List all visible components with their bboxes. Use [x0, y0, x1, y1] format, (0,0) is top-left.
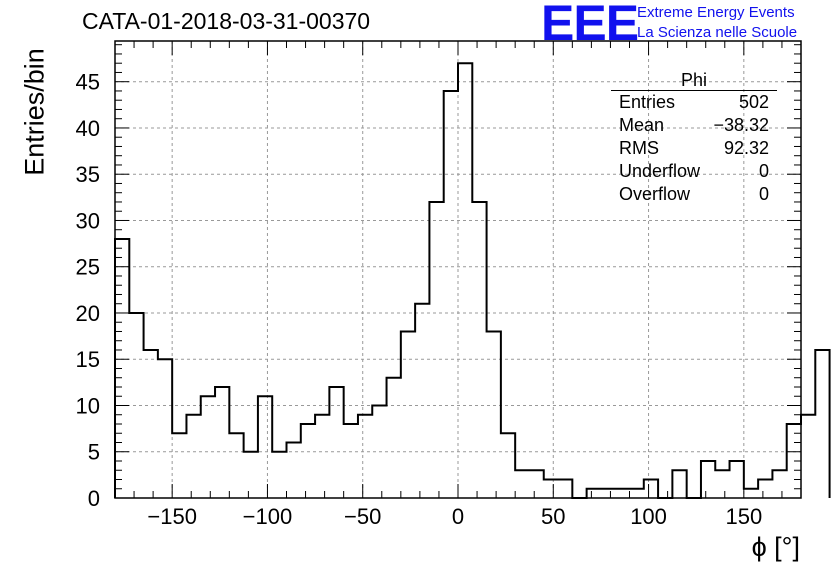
histogram-bin: [315, 415, 329, 498]
histogram-bin: [472, 202, 486, 498]
logo-text-line2: La Scienza nelle Scuole: [637, 24, 798, 41]
histogram-bin: [701, 461, 715, 498]
stats-value: −38.32: [713, 115, 769, 135]
histogram-bin: [630, 489, 644, 498]
histogram-bin: [358, 415, 372, 498]
logo-text-line1: Extreme Energy Events: [637, 4, 795, 21]
x-tick-label: 0: [452, 504, 464, 529]
x-tick-label: 100: [630, 504, 667, 529]
histogram-bin: [644, 479, 658, 498]
y-tick-label: 40: [76, 116, 100, 141]
histogram-bin: [558, 479, 572, 498]
histogram-bin: [744, 489, 758, 498]
histogram-bin: [186, 415, 200, 498]
stats-value: 0: [758, 161, 769, 181]
histogram-bin: [730, 461, 744, 498]
y-tick-label: 25: [76, 255, 100, 280]
histogram-bin: [515, 470, 529, 498]
x-tick-label: −150: [147, 504, 197, 529]
stats-box-title: Phi: [611, 70, 777, 91]
stats-row-overflow: Overflow 0: [611, 183, 777, 206]
x-tick-label: −100: [243, 504, 293, 529]
histogram-bin: [772, 470, 786, 498]
stats-row-underflow: Underflow 0: [611, 160, 777, 183]
x-tick-label: 50: [541, 504, 565, 529]
histogram-bin: [244, 452, 258, 498]
histogram-bin: [715, 470, 729, 498]
stats-row-entries: Entries 502: [611, 91, 777, 114]
histogram-bin: [544, 479, 558, 498]
y-tick-label: 30: [76, 208, 100, 233]
histogram-bin: [115, 239, 129, 498]
stats-label: Underflow: [619, 161, 701, 181]
stats-box: Phi Entries 502 Mean −38.32 RMS 92.32 Un…: [611, 70, 777, 206]
histogram-bin: [258, 396, 272, 498]
histogram-bin: [344, 424, 358, 498]
histogram-bin: [158, 359, 172, 498]
histogram-bin: [215, 387, 229, 498]
histogram-bin: [758, 479, 772, 498]
histogram-bin: [587, 489, 601, 498]
stats-value: 502: [738, 92, 769, 112]
y-tick-label: 10: [76, 393, 100, 418]
stats-label: Entries: [619, 92, 676, 112]
eee-logo: EEE: [541, 0, 639, 51]
x-tick-label: 150: [725, 504, 762, 529]
histogram-bin: [815, 350, 829, 498]
stats-label: Overflow: [619, 184, 691, 204]
stats-label: RMS: [619, 138, 659, 158]
histogram-bin: [272, 452, 286, 498]
y-tick-label: 45: [76, 70, 100, 95]
histogram-bin: [372, 405, 386, 498]
histogram-bin: [444, 91, 458, 498]
stats-value: 92.32: [723, 138, 769, 158]
histogram-bin: [529, 470, 543, 498]
stats-row-mean: Mean −38.32: [611, 114, 777, 137]
histogram-bin: [615, 489, 629, 498]
x-tick-label: −50: [344, 504, 381, 529]
y-tick-label: 0: [88, 486, 100, 511]
histogram-bin: [501, 433, 515, 498]
histogram-bin: [144, 350, 158, 498]
histogram-bin: [487, 331, 501, 498]
histogram-bin: [458, 63, 472, 498]
y-tick-label: 35: [76, 162, 100, 187]
histogram-bin: [429, 202, 443, 498]
histogram-bin: [287, 442, 301, 498]
y-tick-label: 20: [76, 301, 100, 326]
y-tick-label: 5: [88, 440, 100, 465]
histogram-bin: [415, 304, 429, 498]
histogram-bin: [387, 378, 401, 498]
x-axis-label: ϕ [°]: [751, 532, 800, 562]
histogram-bin: [787, 424, 801, 498]
stats-label: Mean: [619, 115, 665, 135]
histogram-bin: [229, 433, 243, 498]
histogram-bin: [329, 387, 343, 498]
histogram-bin: [201, 396, 215, 498]
histogram-bin: [601, 489, 615, 498]
stats-row-rms: RMS 92.32: [611, 137, 777, 160]
y-tick-label: 15: [76, 347, 100, 372]
histogram-bin: [672, 470, 686, 498]
histogram-bin: [172, 433, 186, 498]
histogram-line: [114, 62, 831, 499]
stats-value: 0: [758, 184, 769, 204]
histogram-bin: [801, 415, 815, 498]
histogram-bin: [301, 424, 315, 498]
chart-title: CATA-01-2018-03-31-00370: [82, 8, 371, 34]
histogram-bin: [129, 313, 143, 498]
histogram-bin: [401, 331, 415, 498]
